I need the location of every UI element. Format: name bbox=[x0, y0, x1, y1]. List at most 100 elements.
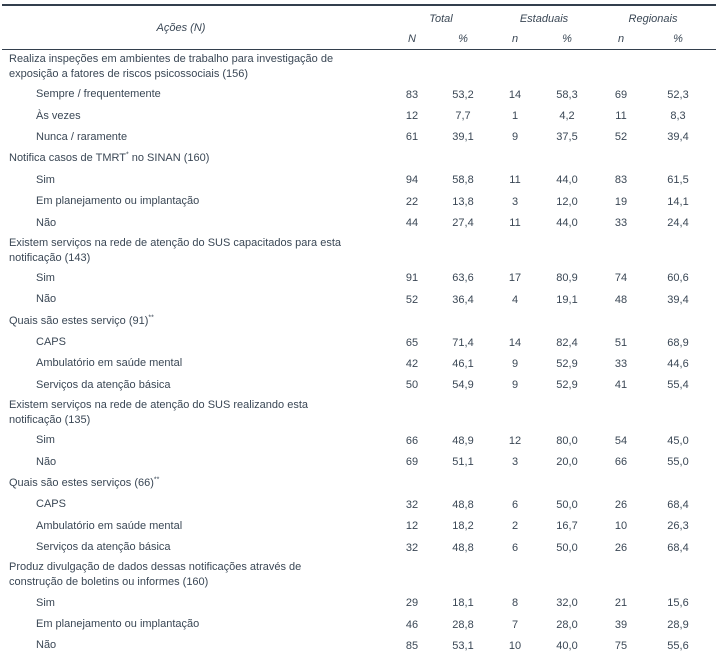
cell-value: 55,6 bbox=[667, 639, 689, 652]
cell-value: 52 bbox=[405, 293, 419, 306]
group-header-estaduais: Estaduais bbox=[519, 13, 569, 25]
cell-value: 27,4 bbox=[452, 217, 474, 230]
cell-value: 18,1 bbox=[452, 597, 474, 610]
row-label: Nunca / raramente bbox=[36, 130, 128, 143]
table-row: Serviços da atenção básica 50 54,9 9 52,9 41 5… bbox=[2, 375, 716, 396]
cell-value: 52,9 bbox=[556, 379, 578, 392]
cell-value: 74 bbox=[614, 272, 628, 285]
section-header-row: Notifica casos de TMRT* no SINAN (160) bbox=[2, 148, 716, 169]
cell-value: 82,4 bbox=[556, 336, 578, 349]
row-label: Sim bbox=[36, 434, 55, 447]
row-label: Serviços da atenção básica bbox=[36, 378, 171, 391]
cell-value: 71,4 bbox=[452, 336, 474, 349]
row-label: Ambulatório em saúde mental bbox=[36, 357, 183, 370]
table-row: Ambulatório em saúde mental 42 46,1 9 52,9 33… bbox=[2, 353, 716, 374]
cell-value: 14 bbox=[508, 336, 522, 349]
row-label: Produz divulgação de dados dessas notifi… bbox=[9, 561, 302, 589]
row-label: Sim bbox=[36, 596, 55, 609]
cell-value: 22 bbox=[405, 195, 419, 208]
cell-value: 33 bbox=[614, 357, 628, 370]
table-row: Sim 29 18,1 8 32,0 21 15,6 bbox=[2, 592, 716, 613]
cell-value: 10 bbox=[508, 639, 522, 652]
row-label: Existem serviços na rede de atenção do S… bbox=[9, 399, 308, 427]
cell-value: 32 bbox=[405, 498, 419, 511]
cell-value: 55,0 bbox=[667, 456, 689, 469]
cell-value: 53,2 bbox=[452, 88, 474, 101]
row-label: Não bbox=[36, 639, 57, 652]
cell-value: 40,0 bbox=[556, 639, 578, 652]
subheader-estaduais-pct: % bbox=[562, 32, 572, 45]
footnote-marker: ** bbox=[153, 476, 160, 484]
subheader-regionais-pct: % bbox=[673, 32, 683, 45]
cell-value: 45,0 bbox=[667, 434, 689, 447]
cell-value: 33 bbox=[614, 217, 628, 230]
cell-value: 66 bbox=[405, 434, 419, 447]
section-header-row: Existem serviços na rede de atenção do S… bbox=[2, 396, 716, 430]
cell-value: 26 bbox=[614, 541, 628, 554]
row-label: Serviços da atenção básica bbox=[36, 541, 171, 554]
row-label: Sim bbox=[36, 173, 55, 186]
section-header-row: Quais são estes serviço (91)** bbox=[2, 311, 716, 332]
cell-value: 48 bbox=[614, 293, 628, 306]
row-label: Existem serviços na rede de atenção do S… bbox=[9, 236, 342, 264]
cell-value: 54,9 bbox=[452, 379, 474, 392]
cell-value: 32 bbox=[405, 541, 419, 554]
table-row: CAPS 65 71,4 14 82,4 51 68,9 bbox=[2, 332, 716, 353]
cell-value: 39,4 bbox=[667, 131, 689, 144]
cell-value: 6 bbox=[511, 541, 519, 554]
table-row: Sim 66 48,9 12 80,0 54 45,0 bbox=[2, 430, 716, 451]
cell-value: 69 bbox=[405, 456, 419, 469]
cell-value: 68,9 bbox=[667, 336, 689, 349]
cell-value: 51 bbox=[614, 336, 628, 349]
table-row: Em planejamento ou implantação 22 13,8 3 12,… bbox=[2, 191, 716, 212]
cell-value: 83 bbox=[405, 88, 419, 101]
cell-value: 44 bbox=[405, 217, 419, 230]
row-label: Às vezes bbox=[36, 109, 81, 122]
cell-value: 75 bbox=[614, 639, 628, 652]
cell-value: 61 bbox=[405, 131, 419, 144]
cell-value: 46,1 bbox=[452, 357, 474, 370]
row-label: Quais são estes serviço (91)** bbox=[9, 314, 154, 327]
group-header-regionais: Regionais bbox=[628, 13, 678, 25]
table-header: Ações (N) Total Estaduais Regionais N % … bbox=[2, 6, 716, 50]
cell-value: 48,9 bbox=[452, 434, 474, 447]
cell-value: 52 bbox=[614, 131, 628, 144]
row-label: CAPS bbox=[36, 336, 66, 349]
cell-value: 44,6 bbox=[667, 357, 689, 370]
cell-value: 61,5 bbox=[667, 174, 689, 187]
cell-value: 9 bbox=[511, 379, 519, 392]
cell-value: 19 bbox=[614, 195, 628, 208]
table-body: Realiza inspeções em ambientes de trabal… bbox=[2, 50, 716, 659]
cell-value: 11 bbox=[615, 110, 627, 123]
cell-value: 50 bbox=[405, 379, 419, 392]
cell-value: 18,2 bbox=[452, 520, 474, 533]
cell-value: 16,7 bbox=[556, 520, 578, 533]
cell-value: 19,1 bbox=[556, 293, 578, 306]
cell-value: 28,9 bbox=[667, 618, 689, 631]
cell-value: 91 bbox=[405, 272, 419, 285]
cell-value: 11 bbox=[509, 217, 521, 230]
subheader-total-pct: % bbox=[458, 32, 468, 45]
cell-value: 24,4 bbox=[667, 217, 689, 230]
cell-value: 36,4 bbox=[452, 293, 474, 306]
row-label: Notifica casos de TMRT* no SINAN (160) bbox=[9, 151, 210, 165]
cell-value: 6 bbox=[511, 498, 519, 511]
cell-value: 41 bbox=[614, 379, 628, 392]
cell-value: 53,1 bbox=[452, 639, 474, 652]
cell-value: 8 bbox=[511, 597, 519, 610]
cell-value: 21 bbox=[614, 597, 628, 610]
subheader-regionais-n: n bbox=[617, 32, 625, 45]
cell-value: 26 bbox=[614, 498, 628, 511]
cell-value: 1 bbox=[511, 110, 519, 123]
cell-value: 4 bbox=[511, 293, 519, 306]
table-row: Nunca / raramente 61 39,1 9 37,5 52 39,4 bbox=[2, 127, 716, 148]
cell-value: 44,0 bbox=[556, 217, 578, 230]
cell-value: 39 bbox=[614, 618, 628, 631]
cell-value: 32,0 bbox=[556, 597, 578, 610]
cell-value: 3 bbox=[511, 195, 519, 208]
cell-value: 12 bbox=[405, 110, 419, 123]
cell-value: 2 bbox=[511, 520, 519, 533]
table-row: Não 44 27,4 11 44,0 33 24,4 bbox=[2, 212, 716, 233]
subheader-total-n: N bbox=[408, 32, 416, 45]
cell-value: 65 bbox=[405, 336, 419, 349]
